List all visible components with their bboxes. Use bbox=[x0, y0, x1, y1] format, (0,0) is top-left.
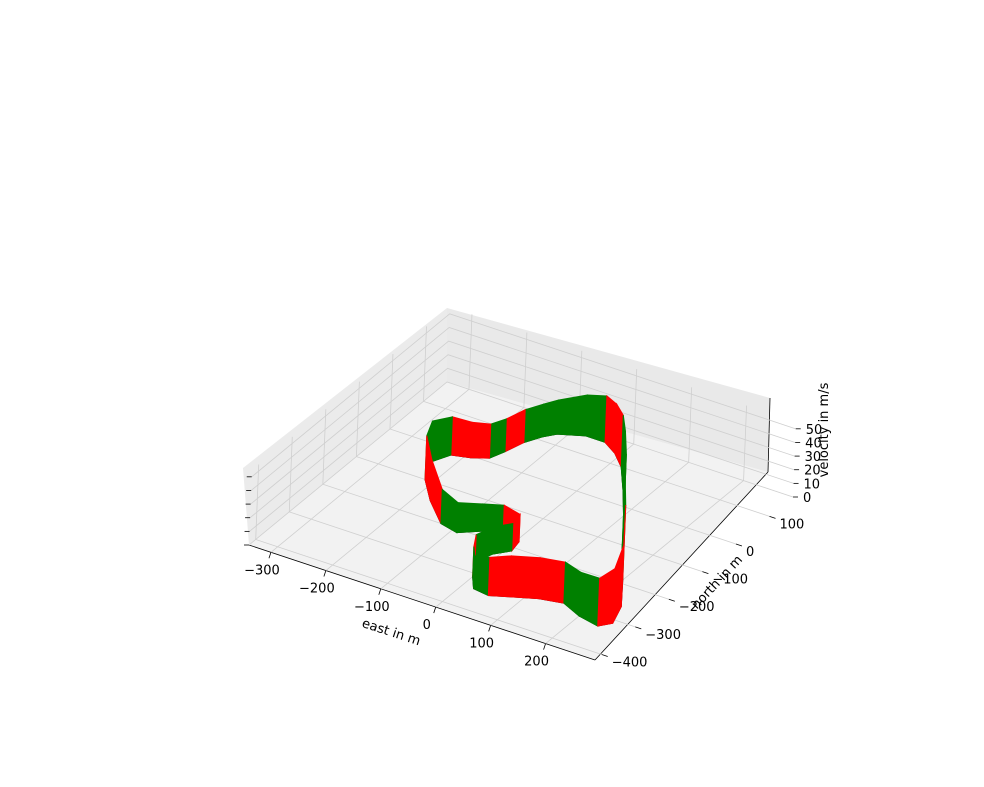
z-tick-label: 30 bbox=[805, 450, 822, 465]
y-tick-label: −100 bbox=[712, 573, 748, 588]
axis-edge-y bbox=[594, 471, 769, 661]
x-tick-label: 200 bbox=[524, 655, 549, 670]
y-tick-mark bbox=[735, 543, 743, 547]
axis-ticks: −300 −200 −100 0 100 200 −400 −300 −200 −100 0 100 0… bbox=[244, 423, 823, 670]
x-tick-mark bbox=[378, 588, 382, 595]
y-tick-mark bbox=[668, 598, 675, 602]
axis-edge-z bbox=[767, 397, 771, 473]
x-tick-label: 0 bbox=[423, 618, 431, 633]
y-tick-mark bbox=[601, 654, 608, 657]
grid-line-z bbox=[250, 340, 795, 505]
z-tick-label: 20 bbox=[804, 464, 821, 479]
ribbon-segment-brake bbox=[597, 567, 616, 627]
y-tick-label: 0 bbox=[746, 545, 754, 560]
y-tick-mark bbox=[769, 515, 776, 519]
grid-line-z bbox=[249, 354, 795, 519]
ribbon-segment-accelerate bbox=[556, 394, 588, 437]
x-tick-mark bbox=[268, 552, 272, 559]
z-tick-label: 40 bbox=[805, 436, 822, 451]
y-tick-label: 100 bbox=[780, 517, 805, 532]
ribbon-segment-accelerate bbox=[456, 502, 484, 534]
x-tick-label: 100 bbox=[469, 636, 494, 651]
ribbon-segment-brake bbox=[450, 416, 473, 459]
velocity-ribbon bbox=[424, 394, 627, 627]
ribbon-segment-brake bbox=[470, 421, 492, 459]
pane-back-x bbox=[447, 308, 770, 472]
y-tick-mark bbox=[635, 626, 642, 630]
x-tick-mark bbox=[488, 625, 492, 632]
grid-line-z bbox=[250, 327, 796, 491]
ribbon-segment-accelerate bbox=[440, 488, 459, 534]
ribbon-segment-accelerate bbox=[585, 394, 608, 443]
axis-edge-x bbox=[248, 544, 596, 661]
grid-line-z bbox=[249, 367, 794, 532]
ribbon-segment-accelerate bbox=[523, 403, 545, 444]
ribbon-segment-brake bbox=[538, 557, 567, 604]
x-tick-label: −200 bbox=[299, 582, 335, 597]
grid-line-z bbox=[248, 381, 794, 546]
ribbon-segment-accelerate bbox=[473, 555, 491, 597]
y-tick-label: −300 bbox=[645, 628, 681, 643]
ribbon-segment-accelerate bbox=[578, 571, 601, 627]
x-tick-label: −300 bbox=[244, 563, 280, 578]
x-axis-label: east in m bbox=[360, 616, 422, 649]
z-tick-label: 10 bbox=[804, 477, 821, 492]
x-tick-mark bbox=[323, 570, 327, 577]
y-tick-label: −400 bbox=[612, 655, 648, 670]
ribbon-segment-accelerate bbox=[488, 418, 507, 459]
x-tick-mark bbox=[433, 606, 437, 614]
z-tick-label: 50 bbox=[806, 423, 823, 438]
grid-line-z bbox=[251, 313, 796, 478]
ribbon-segment-brake bbox=[509, 555, 541, 600]
x-tick-mark bbox=[543, 643, 546, 650]
y-tick-mark bbox=[702, 571, 709, 574]
ribbon-segment-accelerate bbox=[541, 399, 560, 438]
z-axis-label: velocity in m/s bbox=[817, 382, 832, 477]
ribbon-segment-accelerate bbox=[491, 523, 514, 555]
x-tick-label: −100 bbox=[354, 600, 390, 615]
z-tick-label: 0 bbox=[803, 491, 811, 506]
ribbon-segment-accelerate bbox=[430, 416, 453, 463]
y-tick-label: −200 bbox=[679, 600, 715, 615]
ribbon-segment-brake bbox=[487, 555, 513, 598]
